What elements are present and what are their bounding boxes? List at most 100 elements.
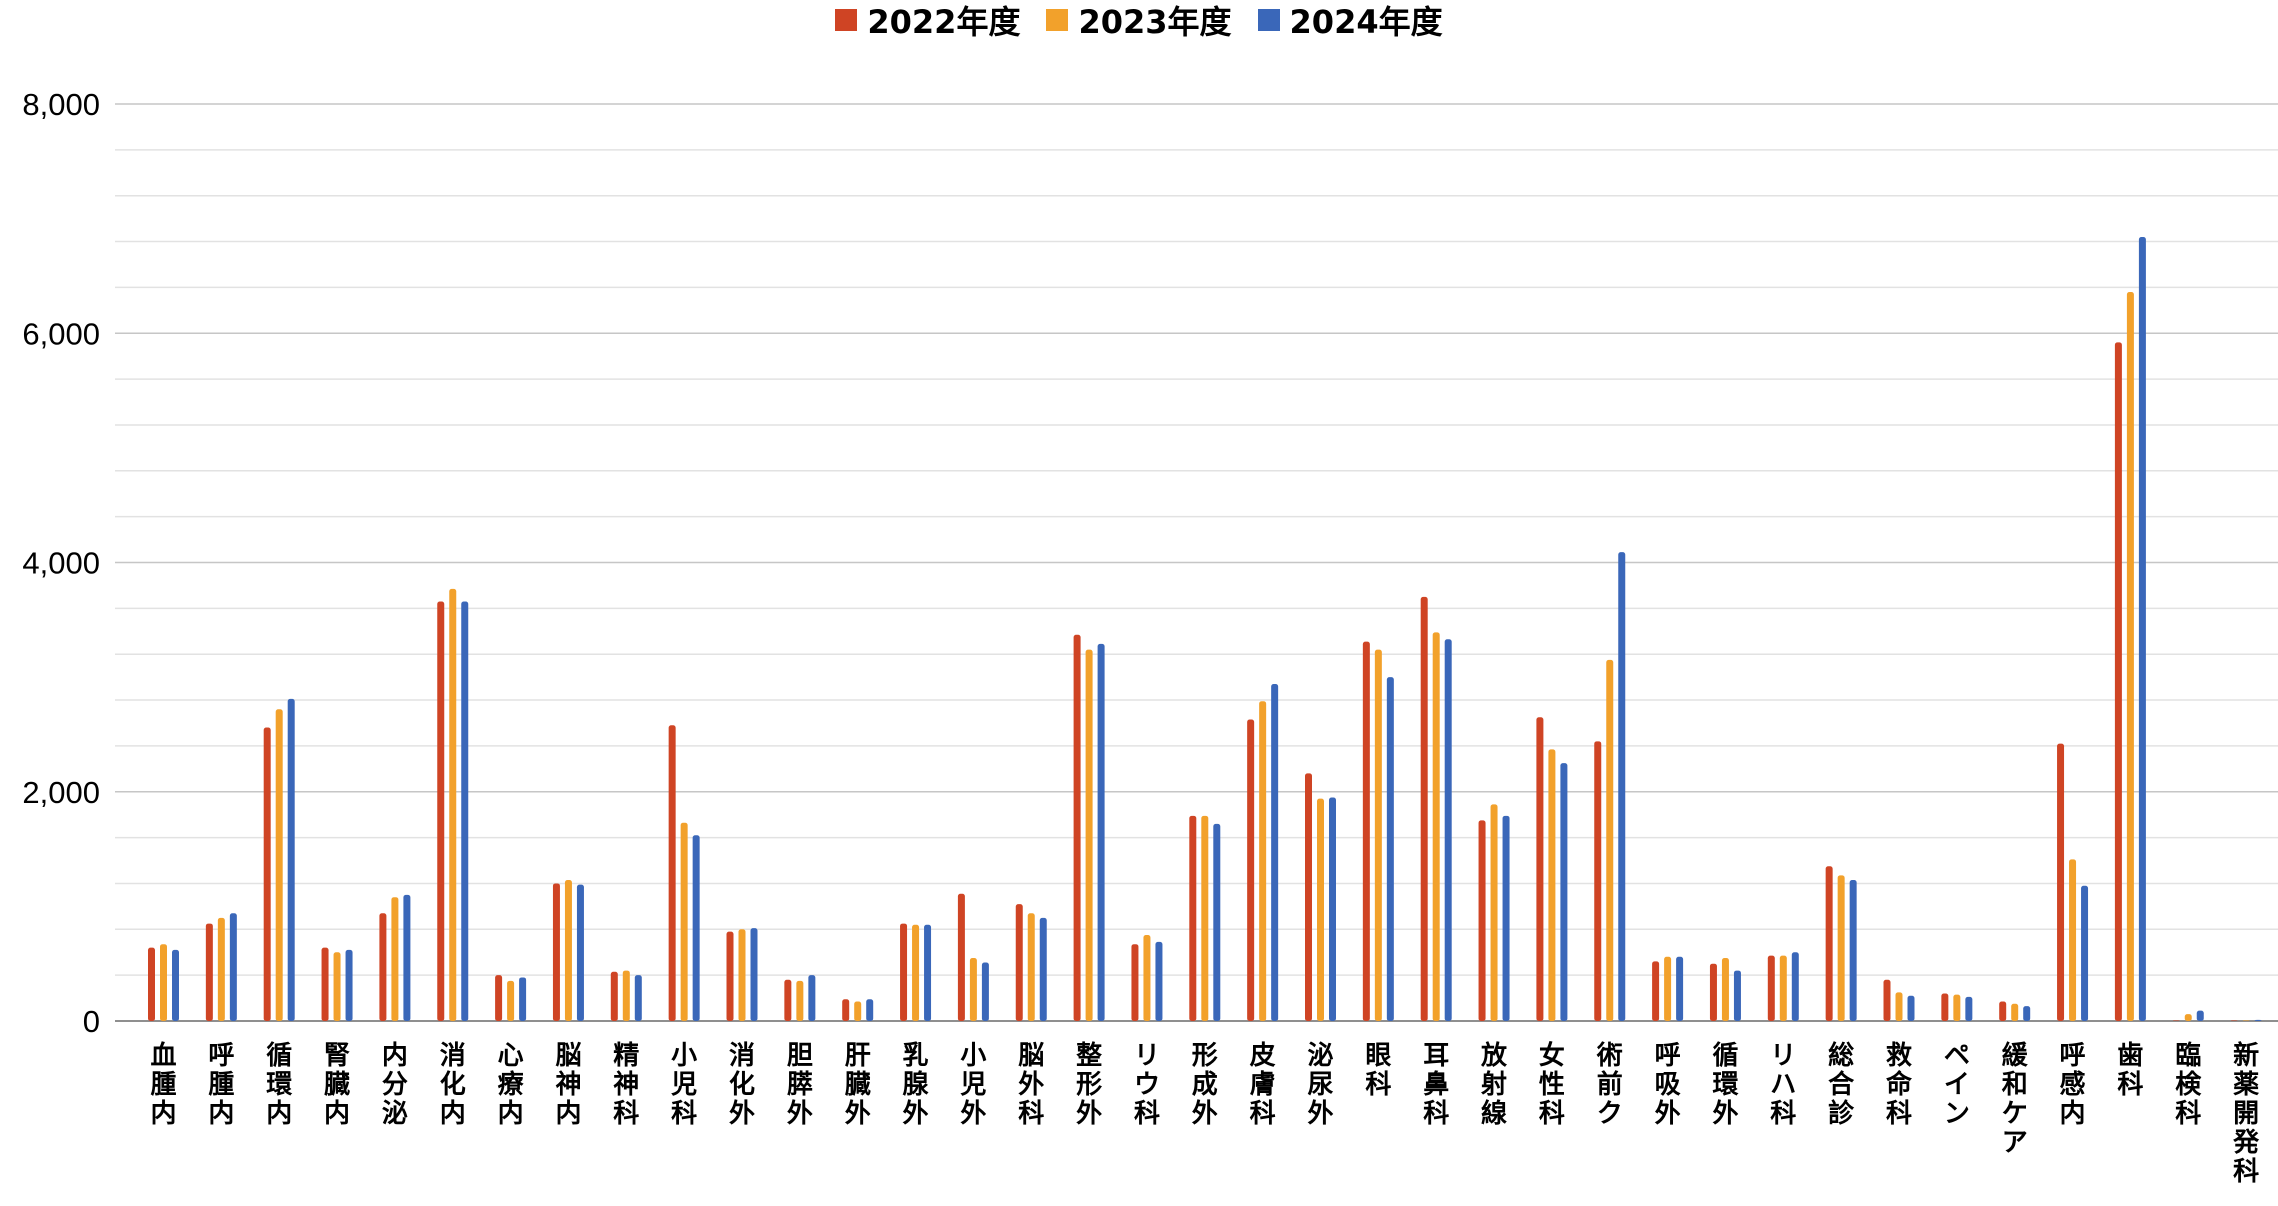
bar[interactable]: [912, 924, 920, 1021]
bar[interactable]: [1767, 955, 1775, 1021]
bar[interactable]: [1721, 957, 1729, 1021]
bar[interactable]: [1849, 880, 1857, 1021]
bar[interactable]: [1560, 763, 1568, 1021]
bar[interactable]: [622, 970, 630, 1021]
bar[interactable]: [1676, 956, 1684, 1021]
bar[interactable]: [1432, 632, 1440, 1021]
bar[interactable]: [1837, 875, 1845, 1021]
bar[interactable]: [969, 957, 977, 1021]
bar[interactable]: [1779, 955, 1787, 1021]
bar[interactable]: [275, 709, 283, 1021]
bar[interactable]: [2138, 236, 2146, 1022]
bar[interactable]: [2057, 743, 2065, 1021]
bar[interactable]: [1895, 992, 1903, 1021]
bar[interactable]: [2126, 291, 2134, 1021]
bar[interactable]: [172, 949, 179, 1021]
bar[interactable]: [1085, 649, 1093, 1021]
bar[interactable]: [287, 698, 295, 1021]
bar[interactable]: [1825, 866, 1833, 1021]
bar[interactable]: [680, 822, 688, 1021]
bar[interactable]: [1548, 749, 1556, 1021]
bar[interactable]: [217, 917, 225, 1021]
bar[interactable]: [2081, 885, 2089, 1021]
bar[interactable]: [1606, 659, 1614, 1021]
bar[interactable]: [1317, 798, 1324, 1021]
bar[interactable]: [634, 975, 642, 1021]
bar[interactable]: [2184, 1014, 2192, 1021]
bar[interactable]: [1386, 677, 1394, 1021]
bar[interactable]: [1131, 944, 1139, 1021]
bar[interactable]: [854, 1001, 862, 1021]
bar[interactable]: [842, 999, 850, 1021]
bar[interactable]: [1039, 917, 1047, 1021]
bar[interactable]: [1027, 913, 1035, 1021]
bar[interactable]: [2196, 1010, 2204, 1021]
bar[interactable]: [668, 725, 676, 1021]
bar[interactable]: [738, 929, 746, 1021]
bar[interactable]: [2114, 342, 2122, 1021]
bar[interactable]: [2011, 1003, 2019, 1021]
bar[interactable]: [391, 897, 399, 1021]
bar[interactable]: [1664, 956, 1672, 1021]
bar[interactable]: [2172, 1020, 2180, 1022]
bar[interactable]: [263, 727, 271, 1021]
bar[interactable]: [1941, 993, 1949, 1021]
bar[interactable]: [1155, 941, 1163, 1021]
bar[interactable]: [1362, 641, 1370, 1021]
bar[interactable]: [1536, 717, 1544, 1021]
bar[interactable]: [1097, 643, 1105, 1021]
bar[interactable]: [2230, 1020, 2238, 1022]
bar[interactable]: [1733, 970, 1741, 1021]
bar[interactable]: [784, 979, 792, 1021]
bar[interactable]: [1247, 719, 1255, 1021]
legend-item-2024[interactable]: 2024年度: [1257, 0, 1443, 43]
bar[interactable]: [1305, 773, 1312, 1021]
bar[interactable]: [1271, 684, 1279, 1021]
bar[interactable]: [1189, 815, 1197, 1021]
bar[interactable]: [403, 894, 411, 1021]
bar[interactable]: [437, 601, 445, 1021]
bar[interactable]: [726, 931, 734, 1021]
bar[interactable]: [519, 977, 527, 1021]
bar[interactable]: [1143, 935, 1151, 1021]
bar[interactable]: [692, 835, 700, 1021]
bar[interactable]: [461, 601, 469, 1021]
bar[interactable]: [957, 893, 965, 1021]
bar[interactable]: [808, 975, 816, 1021]
bar[interactable]: [1444, 639, 1452, 1021]
legend-item-2022[interactable]: 2022年度: [835, 0, 1020, 43]
bar[interactable]: [160, 944, 167, 1021]
bar[interactable]: [1213, 823, 1221, 1021]
bar[interactable]: [1652, 961, 1660, 1021]
bar[interactable]: [379, 913, 387, 1021]
bar[interactable]: [1374, 649, 1382, 1021]
bar[interactable]: [1965, 996, 1973, 1021]
bar[interactable]: [1201, 815, 1209, 1021]
bar[interactable]: [1502, 815, 1510, 1021]
bar[interactable]: [1953, 994, 1961, 1021]
bar[interactable]: [2254, 1019, 2262, 1021]
bar[interactable]: [1329, 797, 1336, 1021]
bar[interactable]: [1883, 979, 1891, 1021]
bar[interactable]: [610, 971, 618, 1021]
bar[interactable]: [1618, 552, 1626, 1021]
bar[interactable]: [2023, 1006, 2031, 1021]
bar[interactable]: [576, 884, 584, 1021]
bar[interactable]: [564, 880, 572, 1021]
bar[interactable]: [552, 883, 560, 1021]
bar[interactable]: [205, 923, 213, 1021]
bar[interactable]: [796, 980, 804, 1021]
bar[interactable]: [2069, 859, 2077, 1021]
bar[interactable]: [900, 923, 908, 1021]
bar[interactable]: [1015, 904, 1023, 1021]
bar[interactable]: [924, 924, 932, 1021]
bar[interactable]: [1478, 820, 1486, 1021]
bar[interactable]: [449, 588, 457, 1021]
bar[interactable]: [229, 913, 237, 1021]
bar[interactable]: [1594, 741, 1602, 1021]
bar[interactable]: [1709, 963, 1717, 1021]
bar[interactable]: [333, 952, 341, 1021]
bar[interactable]: [1420, 596, 1428, 1021]
bar[interactable]: [1259, 701, 1267, 1021]
bar[interactable]: [750, 928, 758, 1021]
